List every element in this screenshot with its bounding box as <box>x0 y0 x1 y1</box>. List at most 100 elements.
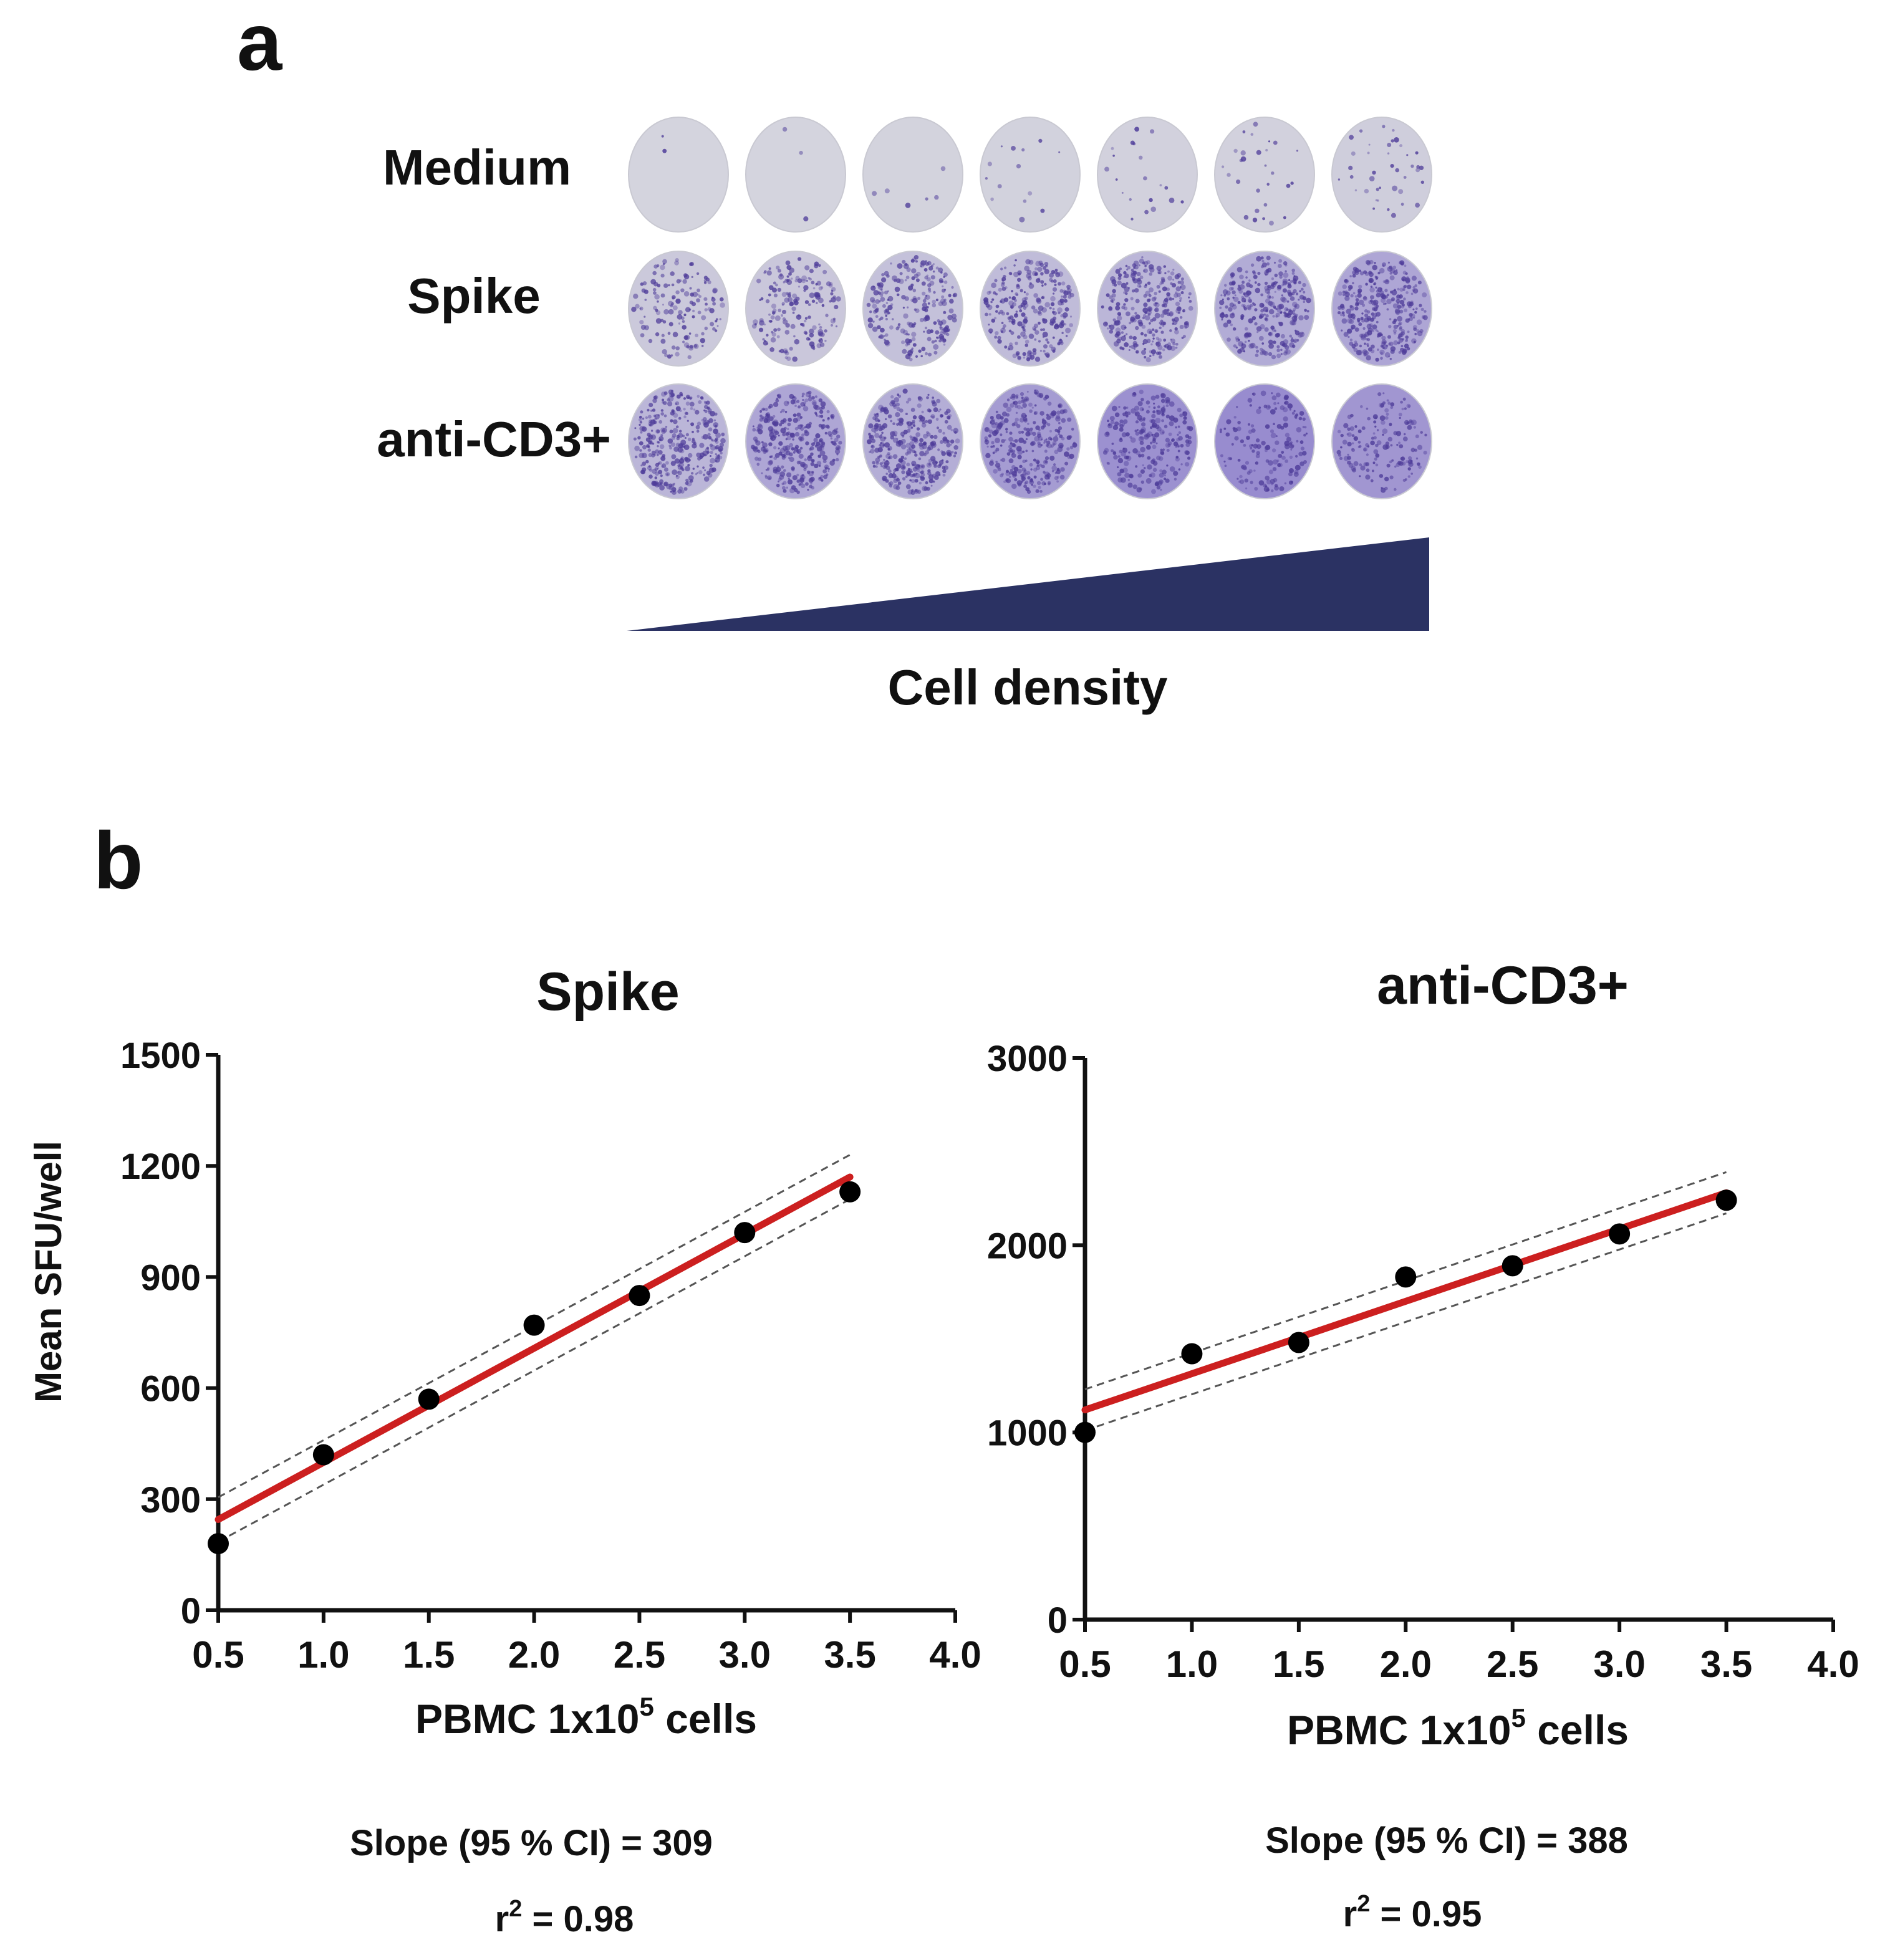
spot <box>1147 281 1151 285</box>
spot <box>1109 416 1115 421</box>
spot <box>794 426 799 431</box>
spot <box>1271 392 1273 395</box>
spot <box>1369 323 1373 327</box>
spot <box>703 297 708 301</box>
spot <box>1172 297 1175 300</box>
spot <box>1248 279 1251 282</box>
spot <box>691 276 693 278</box>
spot <box>1114 320 1117 324</box>
spot <box>1154 312 1160 319</box>
spot <box>878 292 882 295</box>
spot <box>1299 411 1304 416</box>
spot <box>1229 457 1233 461</box>
spot <box>1178 468 1181 471</box>
spot <box>1010 331 1015 335</box>
spot <box>1285 264 1288 267</box>
spot <box>1138 322 1144 327</box>
spot <box>1237 284 1241 287</box>
spot <box>803 216 809 222</box>
spot <box>817 454 821 458</box>
spot <box>1347 329 1352 334</box>
spot <box>1013 400 1018 406</box>
spot <box>988 291 992 294</box>
elispot-well <box>1331 117 1432 233</box>
spot <box>1117 458 1124 464</box>
spot <box>670 304 673 308</box>
spot <box>1024 339 1029 344</box>
spot <box>663 481 668 487</box>
spot <box>1281 343 1286 347</box>
spot <box>1351 448 1356 452</box>
spot <box>1131 269 1134 272</box>
spot <box>1280 312 1283 314</box>
spot <box>779 423 783 426</box>
spot <box>1371 344 1375 349</box>
spot <box>1255 454 1260 459</box>
spot <box>703 422 709 428</box>
spot <box>933 350 938 355</box>
spot <box>808 390 812 395</box>
spot <box>1416 165 1420 169</box>
spot <box>1022 300 1028 305</box>
spot <box>890 395 894 399</box>
spot <box>1126 268 1129 271</box>
spot <box>699 443 705 448</box>
spot <box>1264 281 1268 286</box>
spot <box>652 481 658 487</box>
spot <box>1030 478 1033 481</box>
spot <box>788 418 792 422</box>
spot <box>1294 464 1301 471</box>
spot <box>1294 330 1300 335</box>
spot <box>884 188 890 194</box>
spot <box>812 325 817 330</box>
spot <box>1281 456 1286 460</box>
spot <box>1008 448 1013 453</box>
spot <box>763 418 768 423</box>
spot <box>1177 449 1180 453</box>
spot <box>698 470 703 474</box>
spot <box>874 431 876 434</box>
spot <box>1225 305 1228 309</box>
spot <box>712 327 716 331</box>
spot <box>884 436 887 440</box>
spot <box>905 400 909 404</box>
spot <box>1389 460 1392 464</box>
spot <box>1024 266 1030 271</box>
spot <box>1159 456 1164 461</box>
spot <box>655 318 662 324</box>
spot <box>702 417 707 421</box>
spot <box>767 475 772 481</box>
spot <box>1260 265 1264 269</box>
spot <box>648 403 653 408</box>
spot <box>886 274 890 278</box>
spot <box>1355 301 1359 305</box>
spot <box>995 331 999 335</box>
spot <box>779 448 786 454</box>
spot <box>1417 330 1423 337</box>
spot <box>1005 431 1008 433</box>
spot <box>812 401 817 406</box>
spot <box>803 468 807 471</box>
spot <box>1260 324 1265 330</box>
spot <box>874 423 879 428</box>
spot <box>1237 478 1239 480</box>
spot <box>1391 139 1394 143</box>
spot <box>1227 337 1231 342</box>
spot <box>1139 487 1142 491</box>
spot <box>801 392 805 396</box>
spot <box>1285 433 1290 438</box>
spot <box>1005 286 1008 289</box>
spot <box>683 397 687 400</box>
spot <box>937 464 942 469</box>
spot <box>928 458 932 463</box>
spot <box>700 396 704 400</box>
spot <box>1363 447 1368 452</box>
spot <box>1353 436 1357 440</box>
spot <box>1401 408 1404 411</box>
spot <box>1117 472 1122 477</box>
spot <box>880 291 884 295</box>
spot <box>785 450 791 456</box>
spot <box>1047 482 1051 486</box>
spot <box>1248 296 1251 299</box>
spot <box>895 486 900 491</box>
